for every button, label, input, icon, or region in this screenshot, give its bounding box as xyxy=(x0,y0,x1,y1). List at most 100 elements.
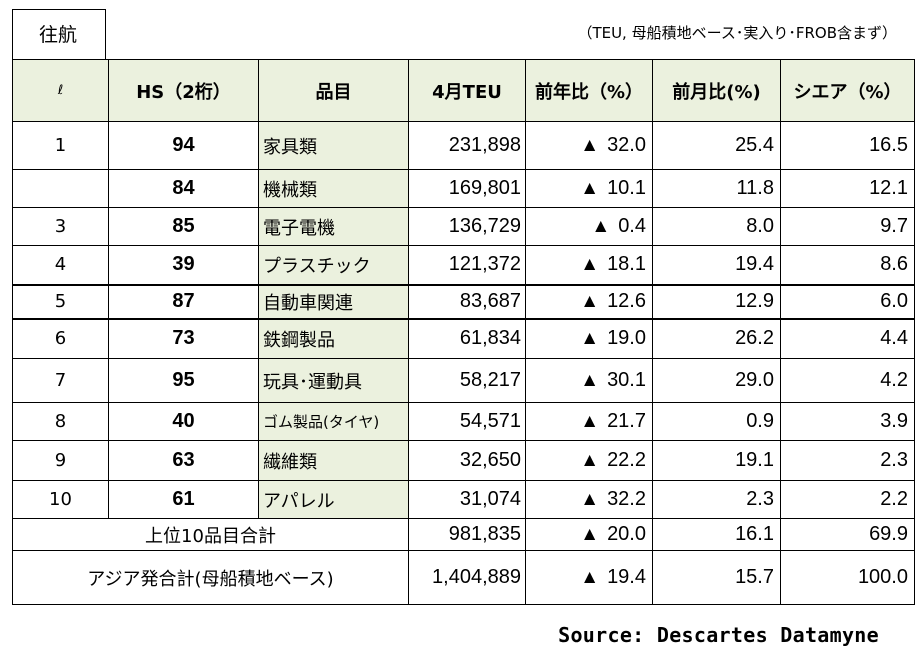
yoy-value: 20.0 xyxy=(607,523,646,545)
yoy-cell: ▲ 32.2 xyxy=(525,480,653,519)
yoy-value: 12.6 xyxy=(607,290,646,312)
share-cell: 4.2 xyxy=(780,358,915,403)
mom-cell: 25.4 xyxy=(652,121,781,170)
decline-triangle-icon: ▲ xyxy=(580,411,600,432)
item-name-cell: 電子電機 xyxy=(258,207,409,246)
teu-cell: 54,571 xyxy=(408,402,526,441)
total-row: 上位10品目合計 981,835 ▲ 20.0 16.1 69.9 xyxy=(12,518,915,551)
hs-code-cell: 39 xyxy=(108,245,259,285)
item-name-cell: 家具類 xyxy=(258,121,409,170)
share-cell: 3.9 xyxy=(780,402,915,441)
share-cell: 9.7 xyxy=(780,207,915,246)
teu-cell: 169,801 xyxy=(408,169,526,208)
decline-triangle-icon: ▲ xyxy=(580,489,600,510)
mom-cell: 11.8 xyxy=(652,169,781,208)
yoy-value: 32.2 xyxy=(607,488,646,510)
yoy-value: 32.0 xyxy=(607,134,646,156)
rank-cell: 1 xyxy=(12,121,109,170)
header-share: シエア（%） xyxy=(780,59,915,122)
item-name-cell: 自動車関連 xyxy=(258,283,409,319)
item-name-cell: アパレル xyxy=(258,480,409,519)
header-rank: ℓ xyxy=(12,59,109,122)
teu-cell: 58,217 xyxy=(408,358,526,403)
mom-cell: 2.3 xyxy=(652,480,781,519)
header-item: 品目 xyxy=(258,59,409,122)
yoy-value: 22.2 xyxy=(607,449,646,471)
table-row: 84 機械類 169,801 ▲ 10.1 11.8 12.1 xyxy=(12,169,915,208)
mom-cell: 29.0 xyxy=(652,358,781,403)
total-label-cell: アジア発合計(母船積地ベース) xyxy=(12,550,409,605)
mom-cell: 8.0 xyxy=(652,207,781,246)
cargo-table: ℓ HS（2桁） 品目 4月TEU 前年比（%） 前月比(%) シエア（%） 1… xyxy=(12,59,915,605)
decline-triangle-icon: ▲ xyxy=(580,450,600,471)
teu-cell: 981,835 xyxy=(408,518,526,551)
total-row: アジア発合計(母船積地ベース) 1,404,889 ▲ 19.4 15.7 100.0 xyxy=(12,550,915,605)
yoy-cell: ▲ 19.0 xyxy=(525,317,653,359)
share-cell: 2.2 xyxy=(780,480,915,519)
decline-triangle-icon: ▲ xyxy=(591,216,611,237)
share-cell: 6.0 xyxy=(780,283,915,319)
yoy-cell: ▲ 20.0 xyxy=(525,518,653,551)
yoy-cell: ▲ 21.7 xyxy=(525,402,653,441)
share-cell: 4.4 xyxy=(780,317,915,359)
decline-triangle-icon: ▲ xyxy=(580,567,600,588)
share-cell: 100.0 xyxy=(780,550,915,605)
table-row: 7 95 玩具･運動具 58,217 ▲ 30.1 29.0 4.2 xyxy=(12,358,915,403)
yoy-cell: ▲ 12.6 xyxy=(525,283,653,319)
header-mom: 前月比(%) xyxy=(652,59,781,122)
table-row: 6 73 鉄鋼製品 61,834 ▲ 19.0 26.2 4.4 xyxy=(12,317,915,359)
yoy-cell: ▲ 10.1 xyxy=(525,169,653,208)
mom-cell: 16.1 xyxy=(652,518,781,551)
table-row: 4 39 プラスチック 121,372 ▲ 18.1 19.4 8.6 xyxy=(12,245,915,285)
table-row: 9 63 繊維類 32,650 ▲ 22.2 19.1 2.3 xyxy=(12,440,915,481)
unit-note: （TEU, 母船積地ベース･実入り･FROB含まず） xyxy=(577,24,897,42)
yoy-cell: ▲ 30.1 xyxy=(525,358,653,403)
share-cell: 8.6 xyxy=(780,245,915,285)
hs-code-cell: 95 xyxy=(108,358,259,403)
teu-cell: 32,650 xyxy=(408,440,526,481)
source-credit: Source: Descartes Datamyne xyxy=(558,623,879,647)
rank-cell: 10 xyxy=(12,480,109,519)
decline-triangle-icon: ▲ xyxy=(580,328,600,350)
rank-cell: 6 xyxy=(12,317,109,359)
teu-cell: 231,898 xyxy=(408,121,526,170)
tab-outbound[interactable]: 往航 xyxy=(12,9,106,59)
hs-code-cell: 85 xyxy=(108,207,259,246)
teu-cell: 31,074 xyxy=(408,480,526,519)
item-name-cell: 繊維類 xyxy=(258,440,409,481)
rank-cell: 8 xyxy=(12,402,109,441)
total-label-cell: 上位10品目合計 xyxy=(12,518,409,551)
teu-cell: 83,687 xyxy=(408,283,526,319)
decline-triangle-icon: ▲ xyxy=(580,178,600,199)
hs-code-cell: 40 xyxy=(108,402,259,441)
header-yoy: 前年比（%） xyxy=(525,59,653,122)
share-cell: 69.9 xyxy=(780,518,915,551)
item-name-cell: ゴム製品(タイヤ) xyxy=(258,402,409,441)
mom-cell: 19.1 xyxy=(652,440,781,481)
teu-cell: 136,729 xyxy=(408,207,526,246)
yoy-value: 21.7 xyxy=(607,410,646,432)
hs-code-cell: 84 xyxy=(108,169,259,208)
table-row: 10 61 アパレル 31,074 ▲ 32.2 2.3 2.2 xyxy=(12,480,915,519)
decline-triangle-icon: ▲ xyxy=(580,135,600,156)
decline-triangle-icon: ▲ xyxy=(580,524,600,545)
rank-cell: 5 xyxy=(12,283,109,319)
rank-cell: 7 xyxy=(12,358,109,403)
yoy-value: 30.1 xyxy=(607,369,646,391)
yoy-value: 10.1 xyxy=(607,177,646,199)
table-row: 8 40 ゴム製品(タイヤ) 54,571 ▲ 21.7 0.9 3.9 xyxy=(12,402,915,441)
item-name-cell: プラスチック xyxy=(258,245,409,285)
share-cell: 16.5 xyxy=(780,121,915,170)
decline-triangle-icon: ▲ xyxy=(580,370,600,391)
rank-cell xyxy=(12,169,109,208)
teu-cell: 61,834 xyxy=(408,317,526,359)
yoy-value: 19.4 xyxy=(607,566,646,588)
yoy-value: 0.4 xyxy=(618,215,646,237)
share-cell: 12.1 xyxy=(780,169,915,208)
yoy-cell: ▲ 18.1 xyxy=(525,245,653,285)
decline-triangle-icon: ▲ xyxy=(580,291,600,312)
decline-triangle-icon: ▲ xyxy=(580,254,600,276)
yoy-cell: ▲ 22.2 xyxy=(525,440,653,481)
yoy-value: 18.1 xyxy=(607,253,646,276)
table-row: 1 94 家具類 231,898 ▲ 32.0 25.4 16.5 xyxy=(12,121,915,170)
